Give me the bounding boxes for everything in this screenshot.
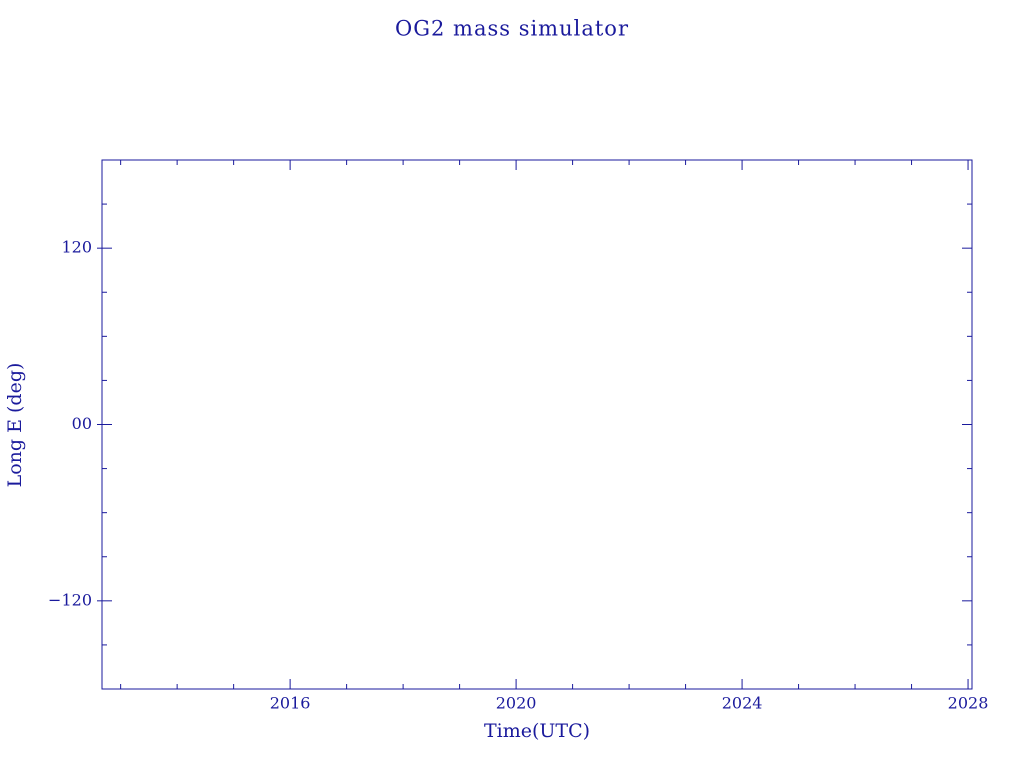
- x-tick-label: 2028: [948, 694, 989, 713]
- x-tick-label: 2020: [496, 694, 537, 713]
- y-tick-label: 120: [61, 238, 92, 257]
- chart-title: OG2 mass simulator: [395, 17, 629, 41]
- x-tick-label: 2024: [722, 694, 763, 713]
- y-tick-label: −120: [48, 590, 92, 609]
- y-tick-label: 00: [72, 414, 92, 433]
- x-axis-label: Time(UTC): [484, 720, 590, 742]
- plot-frame: [101, 159, 973, 690]
- y-axis-label: Long E (deg): [4, 363, 26, 488]
- x-tick-label: 2016: [270, 694, 311, 713]
